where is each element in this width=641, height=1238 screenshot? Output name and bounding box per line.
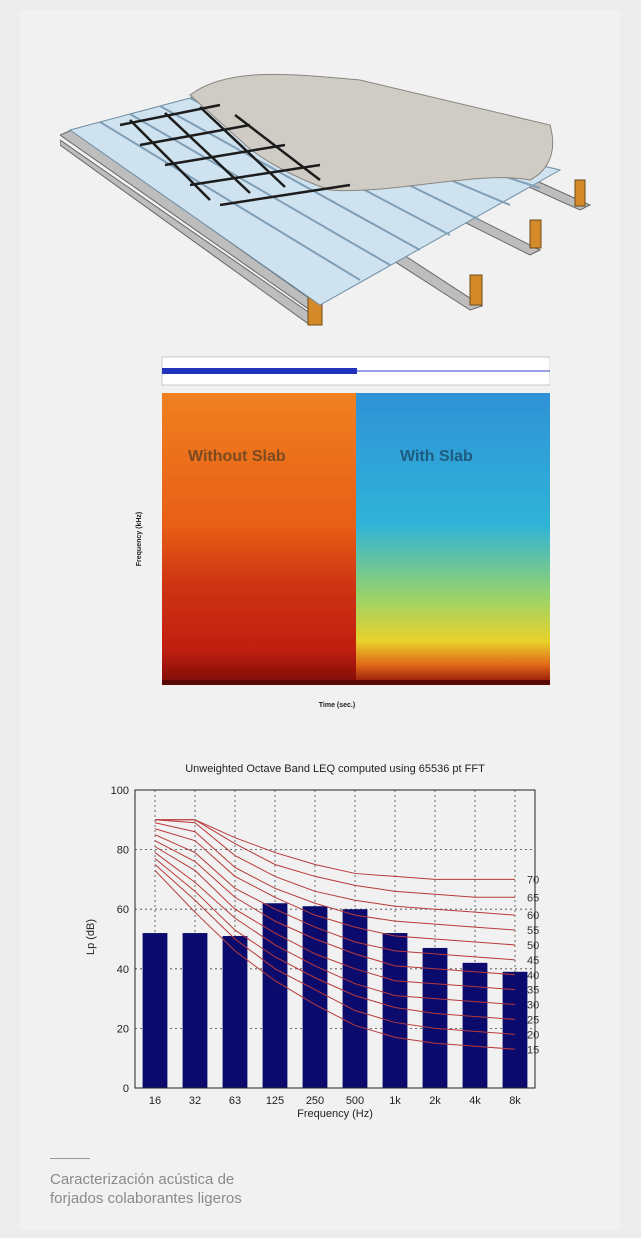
nc-curve-55 (154, 822, 516, 931)
nc-curve-label: 25 (527, 1014, 539, 1026)
x-tick-label: 250 (306, 1095, 324, 1107)
nc-curve-label: 20 (527, 1029, 539, 1041)
spectrogram-ylabel: Frequency (kHz) (136, 512, 143, 566)
nc-curve-label: 60 (527, 910, 539, 922)
caption-line-2: forjados colaborantes ligeros (50, 1190, 242, 1207)
figure-caption: Caracterización acústica de forjados col… (50, 1170, 350, 1208)
octave-band-chart: Unweighted Octave Band LEQ computed usin… (85, 763, 539, 1120)
bar-4k (462, 962, 488, 1088)
bar-250 (302, 906, 328, 1088)
x-tick-label: 4k (469, 1095, 481, 1107)
spectrogram: Without Slab With Slab Time (sec.) Frequ… (136, 356, 550, 709)
x-tick-label: 1k (389, 1095, 401, 1107)
nc-curve-65 (155, 819, 515, 898)
chart-title: Unweighted Octave Band LEQ computed usin… (185, 763, 485, 775)
nc-curve-label: 50 (527, 940, 539, 952)
nc-curve-label: 65 (527, 892, 539, 904)
caption-rule (50, 1158, 90, 1159)
x-tick-label: 2k (429, 1095, 441, 1107)
caption-line-1: Caracterización acústica de (50, 1171, 235, 1188)
plot-frame (134, 789, 536, 1089)
nc-curve-40 (154, 840, 516, 976)
bar-63 (222, 936, 248, 1088)
x-tick-label: 8k (509, 1095, 521, 1107)
bar-32 (182, 933, 208, 1088)
spectrogram-without-slab (162, 393, 356, 685)
nc-curve-30 (154, 852, 516, 1006)
composite-floor-illustration (60, 73, 592, 326)
nc-curve-60 (154, 819, 516, 916)
y-tick-label: 20 (117, 1023, 129, 1035)
y-tick-label: 0 (123, 1083, 129, 1095)
x-tick-label: 16 (149, 1095, 161, 1107)
nc-curve-15 (154, 870, 516, 1050)
bar-2k (422, 947, 448, 1088)
concrete-slab (189, 73, 554, 192)
nc-curve-label: 55 (527, 925, 539, 937)
bar-8k (502, 971, 528, 1088)
bar-1k (382, 933, 408, 1088)
spectrogram-label-with: With Slab (400, 448, 473, 465)
x-tick-label: 32 (189, 1095, 201, 1107)
nc-curve-50 (154, 828, 516, 946)
spectrogram-with-slab (356, 393, 550, 685)
rebar-mesh (119, 103, 351, 207)
nc-curve-label: 45 (527, 955, 539, 967)
y-tick-label: 100 (111, 785, 129, 797)
chart-xlabel: Frequency (Hz) (297, 1108, 373, 1120)
nc-curve-label: 35 (527, 985, 539, 997)
bar-125 (262, 903, 288, 1088)
nc-curve-25 (154, 858, 516, 1020)
y-tick-label: 60 (117, 904, 129, 916)
x-tick-label: 500 (346, 1095, 364, 1107)
x-tick-label: 125 (266, 1095, 284, 1107)
y-tick-label: 80 (117, 845, 129, 857)
chart-ylabel: Lp (dB) (85, 919, 97, 955)
y-tick-label: 40 (117, 964, 129, 976)
nc-curve-35 (154, 846, 516, 991)
nc-curve-label: 70 (527, 874, 539, 886)
nc-curve-45 (154, 834, 516, 961)
nc-curve-70 (155, 819, 515, 880)
nc-curve-label: 40 (527, 970, 539, 982)
x-tick-label: 63 (229, 1095, 241, 1107)
spectrogram-xlabel: Time (sec.) (319, 702, 355, 709)
bar-16 (142, 933, 168, 1088)
nc-curve-20 (154, 864, 516, 1035)
nc-curve-label: 30 (527, 1000, 539, 1012)
spectrogram-label-without: Without Slab (188, 448, 286, 465)
nc-curve-label: 15 (527, 1044, 539, 1056)
